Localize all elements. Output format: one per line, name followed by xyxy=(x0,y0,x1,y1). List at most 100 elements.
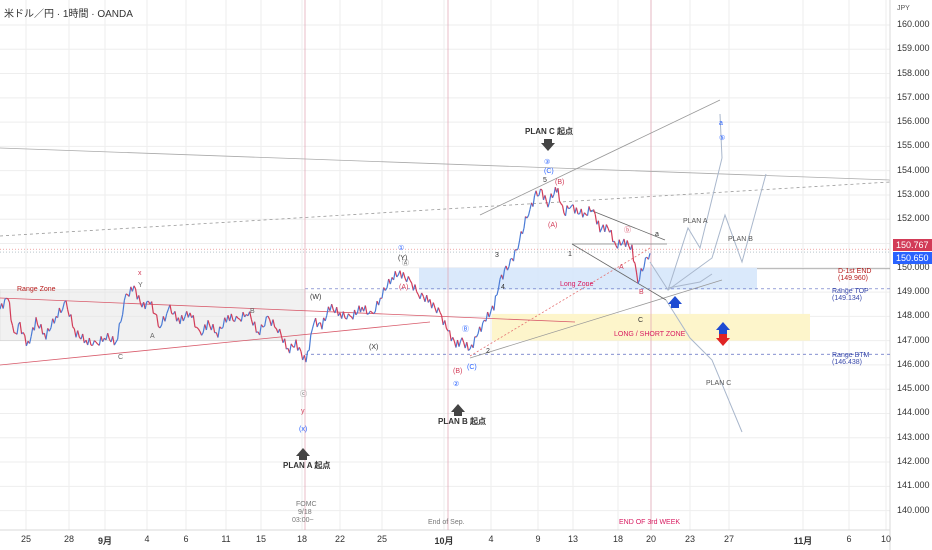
candle-down xyxy=(449,330,452,342)
candle-down xyxy=(411,282,414,291)
uptrend-channel-line xyxy=(479,99,721,216)
candle-up xyxy=(2,299,6,309)
candle-up xyxy=(373,311,376,315)
x-tick-label: 27 xyxy=(723,534,735,544)
candle-down xyxy=(181,315,184,322)
candle-up xyxy=(495,294,498,297)
candle-down xyxy=(429,299,433,309)
candle-down xyxy=(24,335,27,346)
candle-down xyxy=(347,313,351,317)
candle-up xyxy=(60,309,64,314)
candle-down xyxy=(441,315,444,326)
candle-down xyxy=(219,326,222,329)
candle-up xyxy=(262,325,266,328)
candle-down xyxy=(594,214,598,225)
candle-down xyxy=(93,340,97,343)
x-tick-label: 18 xyxy=(296,534,308,544)
candle-up xyxy=(45,328,49,340)
y-tick-label: 144.000 xyxy=(897,407,930,418)
wave-label: (W) xyxy=(310,294,322,301)
candle-up xyxy=(381,287,385,299)
x-tick-label: 6 xyxy=(846,534,852,544)
candle-up xyxy=(378,297,381,306)
candle-up xyxy=(620,242,623,246)
candle-up xyxy=(115,338,119,343)
y-tick-label: 155.000 xyxy=(897,140,930,151)
candle-up xyxy=(477,326,481,335)
candle-down xyxy=(186,311,189,318)
candle-up xyxy=(526,215,530,219)
candle-up xyxy=(50,318,54,328)
candle-down xyxy=(407,276,411,281)
range-zone-box xyxy=(0,289,306,341)
candle-up xyxy=(538,188,542,196)
candle-up xyxy=(324,315,328,322)
trend-lines xyxy=(0,99,891,366)
candle-up xyxy=(16,324,20,335)
wave-label: ⑤ xyxy=(719,135,726,142)
candle-down xyxy=(192,315,196,328)
range-btm-label: Range BTM xyxy=(832,352,870,359)
x-tick-label: 22 xyxy=(334,534,346,544)
y-tick-label: 160.000 xyxy=(897,19,930,29)
candle-up xyxy=(638,268,642,280)
plan-a-start-label: PLAN A 起点 xyxy=(283,461,331,470)
plan-c-path xyxy=(665,299,743,433)
currency-label: JPY xyxy=(897,5,910,12)
y-tick-label: 156.000 xyxy=(897,116,930,127)
candle-down xyxy=(402,272,406,279)
candle-up xyxy=(496,288,500,296)
wave-label: ③ xyxy=(544,159,551,166)
candle-down xyxy=(8,302,12,321)
price-series xyxy=(0,187,651,363)
candle-up xyxy=(53,316,57,324)
candle-down xyxy=(235,315,239,319)
wave-label: (A) xyxy=(399,284,409,291)
y-tick-label: 150.000 xyxy=(897,261,930,272)
candle-up xyxy=(502,269,506,280)
candle-down xyxy=(331,303,334,311)
wave-label: 2 xyxy=(486,348,490,355)
candle-up xyxy=(569,205,573,209)
candle-down xyxy=(88,337,92,346)
candle-up xyxy=(599,228,603,233)
y-tick-label: 149.000 xyxy=(897,286,930,297)
candle-down xyxy=(300,351,304,361)
candle-down xyxy=(154,313,157,316)
candle-up xyxy=(48,327,52,332)
x-tick-label: 10月 xyxy=(434,536,454,546)
candle-up xyxy=(264,316,267,327)
candle-up xyxy=(122,300,125,315)
candle-up xyxy=(393,271,396,281)
candle-down xyxy=(439,311,443,316)
range-top-value: (149.134) xyxy=(832,295,862,302)
candle-up xyxy=(641,267,645,272)
candle-down xyxy=(290,343,294,347)
candle-up xyxy=(604,224,607,232)
candle-down xyxy=(580,208,584,218)
wave-label: (Y) xyxy=(398,255,408,262)
candle-up xyxy=(516,248,519,251)
candle-up xyxy=(374,301,378,312)
x-tick-label: 25 xyxy=(376,534,388,544)
y-tick-label: 158.000 xyxy=(897,67,930,78)
candle-down xyxy=(575,207,579,215)
candle-down xyxy=(315,317,318,328)
candle-down xyxy=(444,320,447,329)
candle-down xyxy=(452,337,455,342)
candle-up xyxy=(29,336,32,344)
ls-up-arrow xyxy=(716,322,730,334)
candle-down xyxy=(607,227,611,233)
y-tick-label: 152.000 xyxy=(897,213,930,224)
candle-down xyxy=(541,189,545,200)
candle-down xyxy=(605,224,609,229)
candle-up xyxy=(396,274,399,278)
correction-channel-top xyxy=(589,209,666,241)
x-tick-label: 9月 xyxy=(97,536,113,546)
candle-down xyxy=(342,311,346,319)
candle-up xyxy=(529,202,533,210)
candle-up xyxy=(564,205,568,216)
candle-down xyxy=(171,313,174,315)
candle-up xyxy=(201,332,204,336)
